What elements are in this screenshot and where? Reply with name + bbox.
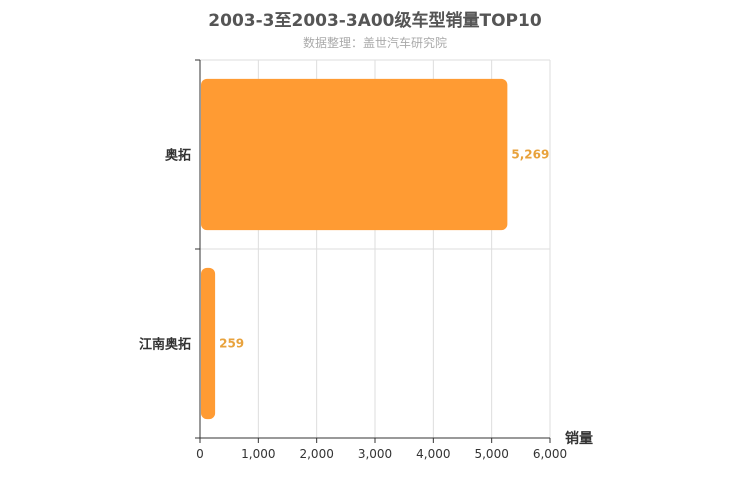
axes [195,59,551,443]
category-label: 江南奥拓 [139,337,191,353]
x-tick-label: 1,000 [241,447,275,461]
bar [201,267,216,420]
data-label: 259 [219,337,244,351]
x-axis-title: 销量 [565,430,593,447]
x-tick-label: 3,000 [358,447,392,461]
chart-title: 2003-3至2003-3A00级车型销量TOP10 [208,11,542,31]
category-label: 奥拓 [165,148,191,164]
x-tick-label: 2,000 [299,447,333,461]
x-tick-label: 0 [196,447,204,461]
x-tick-label: 4,000 [416,447,450,461]
labels: 0 1,000 2,000 3,000 4,000 5,000 6,000 5,269 奥拓 25… [139,148,567,462]
x-tick-label: 5,000 [474,447,508,461]
bar [201,78,508,231]
x-tick-label: 6,000 [533,447,567,461]
data-label: 5,269 [511,148,549,162]
chart-subtitle: 数据整理：盖世汽车研究院 [302,36,447,50]
bars [201,78,508,420]
